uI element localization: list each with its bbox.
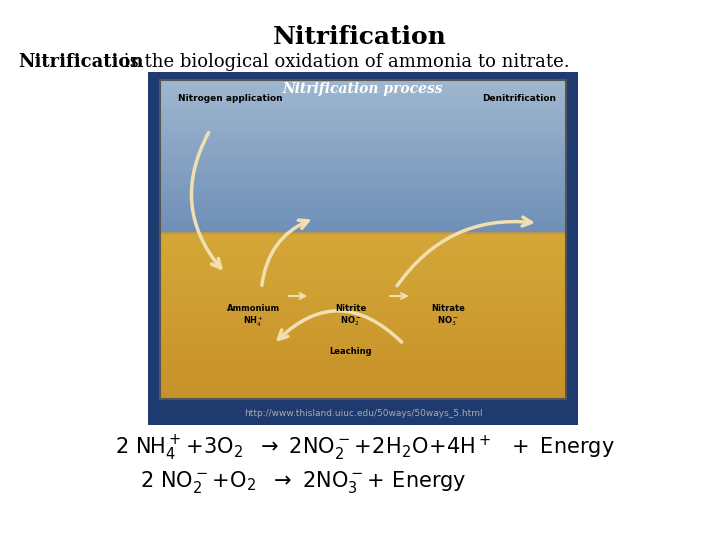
Bar: [160, 166, 566, 172]
Bar: [160, 356, 566, 366]
Bar: [160, 290, 566, 300]
Bar: [160, 348, 566, 357]
Bar: [160, 145, 566, 151]
Bar: [160, 99, 566, 105]
Text: Denitrification: Denitrification: [482, 94, 556, 103]
Text: Nitrogen application: Nitrogen application: [178, 94, 283, 103]
Bar: [160, 390, 566, 399]
Bar: [160, 373, 566, 382]
Bar: [160, 207, 566, 213]
Bar: [160, 332, 566, 341]
Bar: [160, 105, 566, 111]
Bar: [160, 140, 566, 146]
Bar: [160, 381, 566, 391]
Bar: [160, 222, 566, 228]
Bar: [160, 80, 566, 399]
Bar: [160, 201, 566, 207]
Bar: [160, 227, 566, 233]
Bar: [160, 274, 566, 283]
Bar: [160, 110, 566, 116]
Bar: [160, 365, 566, 374]
Bar: [160, 232, 566, 241]
Text: Nitrate
NO$_3^-$: Nitrate NO$_3^-$: [431, 304, 465, 328]
Bar: [160, 151, 566, 157]
Bar: [160, 130, 566, 136]
Bar: [160, 181, 566, 187]
Text: $2\ \mathrm{NH}_4^+\!+\!3\mathrm{O}_2\ \ \rightarrow\ \mathrm{2NO}_2^-\!+\!2\mat: $2\ \mathrm{NH}_4^+\!+\!3\mathrm{O}_2\ \…: [115, 433, 615, 463]
Text: Nitrification process: Nitrification process: [283, 82, 444, 96]
Text: Leaching: Leaching: [330, 347, 372, 356]
Bar: [160, 299, 566, 308]
Bar: [160, 191, 566, 198]
Text: Nitrite
NO$_2^-$: Nitrite NO$_2^-$: [336, 304, 366, 328]
Bar: [148, 72, 578, 425]
Text: Nitrification: Nitrification: [273, 25, 447, 49]
Bar: [160, 249, 566, 258]
Bar: [160, 161, 566, 167]
Bar: [160, 307, 566, 316]
Bar: [160, 84, 566, 90]
Bar: [148, 403, 578, 425]
Bar: [160, 79, 566, 85]
Bar: [160, 265, 566, 275]
Bar: [160, 125, 566, 131]
Bar: [160, 282, 566, 291]
Bar: [160, 197, 566, 202]
Bar: [160, 114, 566, 121]
Bar: [160, 186, 566, 192]
Bar: [160, 120, 566, 126]
Text: Nitrification: Nitrification: [18, 53, 143, 71]
Bar: [160, 171, 566, 177]
Bar: [160, 94, 566, 100]
Bar: [160, 212, 566, 218]
Bar: [160, 135, 566, 141]
Text: $2\ \mathrm{NO}_2^-\!+\!\mathrm{O}_2\ \ \rightarrow\ \mathrm{2NO}_3^-\!+\!\ \mat: $2\ \mathrm{NO}_2^-\!+\!\mathrm{O}_2\ \ …: [140, 469, 467, 495]
Bar: [160, 176, 566, 182]
Bar: [160, 240, 566, 249]
Bar: [160, 257, 566, 266]
Text: Ammonium
NH$_4^+$: Ammonium NH$_4^+$: [227, 304, 280, 329]
Bar: [160, 217, 566, 223]
Bar: [160, 89, 566, 96]
Bar: [160, 156, 566, 161]
Bar: [160, 323, 566, 333]
Text: http://www.thisland.uiuc.edu/50ways/50ways_5.html: http://www.thisland.uiuc.edu/50ways/50wa…: [243, 409, 482, 418]
Bar: [160, 315, 566, 325]
Text: is the biological oxidation of ammonia to nitrate.: is the biological oxidation of ammonia t…: [118, 53, 570, 71]
Bar: [160, 340, 566, 349]
